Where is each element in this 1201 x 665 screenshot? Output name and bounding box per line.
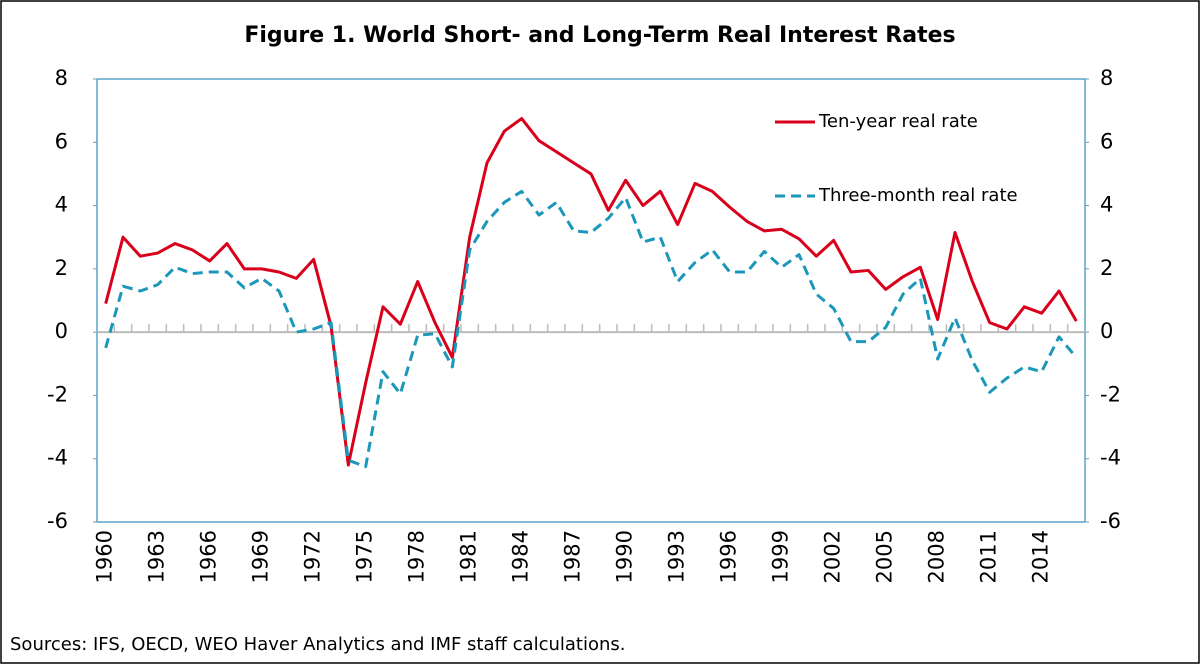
- x-tick-label: 1966: [197, 530, 221, 583]
- y2-tick-label: 4: [1100, 193, 1113, 217]
- source-note: Sources: IFS, OECD, WEO Haver Analytics …: [10, 634, 625, 655]
- y2-tick-label: -2: [1100, 382, 1121, 406]
- x-tick-label: 1978: [405, 530, 429, 583]
- y-tick-label: 6: [55, 129, 68, 153]
- x-tick-label: 1999: [769, 530, 793, 583]
- y2-tick-label: -4: [1100, 446, 1121, 470]
- x-tick-label: 1993: [665, 530, 689, 583]
- y2-tick-label: 0: [1100, 319, 1113, 343]
- x-tick-label: 1972: [301, 530, 325, 583]
- x-tick-label: 2005: [873, 530, 897, 583]
- chart-title: Figure 1. World Short- and Long-Term Rea…: [244, 23, 955, 48]
- x-tick-label: 1960: [93, 530, 117, 583]
- y2-tick-label: 6: [1100, 129, 1113, 153]
- y-tick-label: 4: [55, 193, 68, 217]
- x-tick-label: 2008: [925, 530, 949, 583]
- series-line: [104, 117, 1078, 467]
- x-tick-label: 2002: [821, 530, 845, 583]
- x-tick-label: 1984: [509, 530, 533, 583]
- y-tick-label: 0: [55, 319, 68, 343]
- y-tick-label: -6: [47, 509, 68, 533]
- y2-tick-label: 2: [1100, 256, 1113, 280]
- legend-label: Three-month real rate: [818, 185, 1018, 206]
- x-tick-label: 2014: [1029, 530, 1053, 583]
- x-tick-label: 1990: [613, 530, 637, 583]
- y-tick-label: -2: [47, 382, 68, 406]
- y2-tick-label: -6: [1100, 509, 1121, 533]
- x-tick-label: 1963: [145, 530, 169, 583]
- x-tick-label: 1975: [353, 530, 377, 583]
- y-tick-label: 8: [55, 66, 68, 90]
- x-tick-label: 1987: [561, 530, 585, 583]
- y-tick-label: -4: [47, 446, 68, 470]
- y2-tick-label: 8: [1100, 66, 1113, 90]
- x-tick-label: 1969: [249, 530, 273, 583]
- x-tick-label: 1996: [717, 530, 741, 583]
- x-tick-label: 2011: [977, 530, 1001, 583]
- series-line: [104, 189, 1078, 469]
- y-tick-label: 2: [55, 256, 68, 280]
- legend-label: Ten-year real rate: [818, 111, 978, 132]
- x-tick-label: 1981: [457, 530, 481, 583]
